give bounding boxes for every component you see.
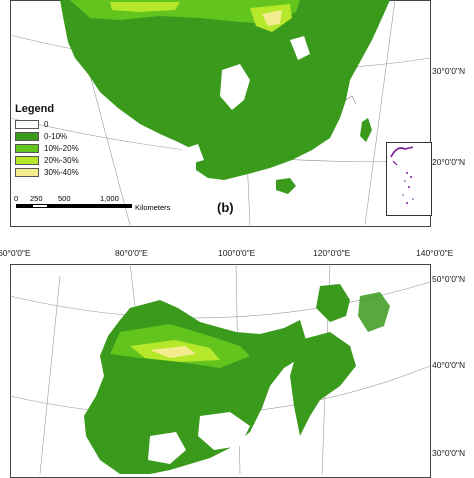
inset-islands (402, 172, 414, 204)
legend-label: 0-10% (44, 131, 68, 141)
region-zero (260, 432, 286, 458)
scale-tick-label: 250 (30, 194, 43, 203)
lon-label: 140°0'0"E (416, 248, 454, 258)
lat-label: 40°0'0"N (432, 360, 466, 370)
legend-label: 0 (44, 119, 49, 129)
legend-item: 0 (15, 118, 79, 130)
legend-item: 10%-20% (15, 142, 79, 154)
lat-label: 30°0'0"N (432, 448, 466, 458)
scale-tick-label: 0 (14, 194, 19, 203)
region-20-30 (110, 2, 180, 12)
inset-boundary (390, 146, 414, 158)
scale-tick-label: 500 (58, 194, 71, 203)
lon-label: 80°0'0"E (115, 248, 148, 258)
south-china-sea-inset (386, 142, 432, 216)
map-panel-b: 30°0'0"N 20°0'0"N Legend 0 0-10% 10%-20% 20… (0, 0, 474, 228)
map-panel-c: 60°0'0"E 80°0'0"E 100°0'0"E 120°0'0"E 14… (0, 236, 474, 478)
scale-bar: 0 250 500 1,000 Kilometers (14, 194, 170, 218)
legend-title: Legend (15, 103, 55, 115)
legend-label: 20%-30% (44, 155, 79, 165)
land-fragments (358, 292, 390, 332)
lat-label: 20°0'0"N (432, 157, 466, 167)
lon-label: 120°0'0"E (313, 248, 351, 258)
scale-unit: Kilometers (135, 203, 171, 212)
lat-label: 30°0'0"N (432, 66, 466, 76)
legend: Legend 0 0-10% 10%-20% 20%-30% 30%-40% (15, 103, 79, 178)
legend-swatch (15, 119, 39, 129)
lat-label: 50°0'0"N (432, 274, 466, 284)
legend-label: 10%-20% (44, 143, 79, 153)
region-zero (148, 432, 186, 464)
map-c-graphic (9, 263, 431, 474)
land-mass-north (316, 284, 350, 322)
land-mass-east (290, 332, 356, 436)
scale-track (16, 204, 132, 208)
legend-swatch (15, 155, 39, 165)
legend-label: 30%-40% (44, 167, 79, 177)
graticule-line (364, 0, 396, 226)
region-zero (290, 36, 310, 60)
legend-item: 30%-40% (15, 166, 79, 178)
region-30-40 (262, 10, 282, 26)
lon-label: 60°0'0"E (0, 248, 31, 258)
legend-swatch (15, 131, 39, 141)
legend-swatch (15, 167, 39, 177)
inset-boundary (392, 160, 398, 166)
panel-label: (b) (217, 200, 234, 215)
island-taiwan (360, 118, 372, 142)
lon-label: 100°0'0"E (218, 248, 256, 258)
region-zero (198, 412, 250, 450)
legend-item: 20%-30% (15, 154, 79, 166)
island-hainan (276, 178, 296, 194)
scale-tick-label: 1,000 (100, 194, 119, 203)
region-zero (180, 144, 204, 164)
graticule-line (39, 275, 61, 474)
coastline (345, 95, 357, 105)
region-30-40 (150, 346, 196, 358)
inset-graphic (390, 146, 414, 204)
map-b-graphic (9, 0, 431, 226)
region-zero (220, 64, 250, 110)
legend-item: 0-10% (15, 130, 79, 142)
legend-swatch (15, 143, 39, 153)
